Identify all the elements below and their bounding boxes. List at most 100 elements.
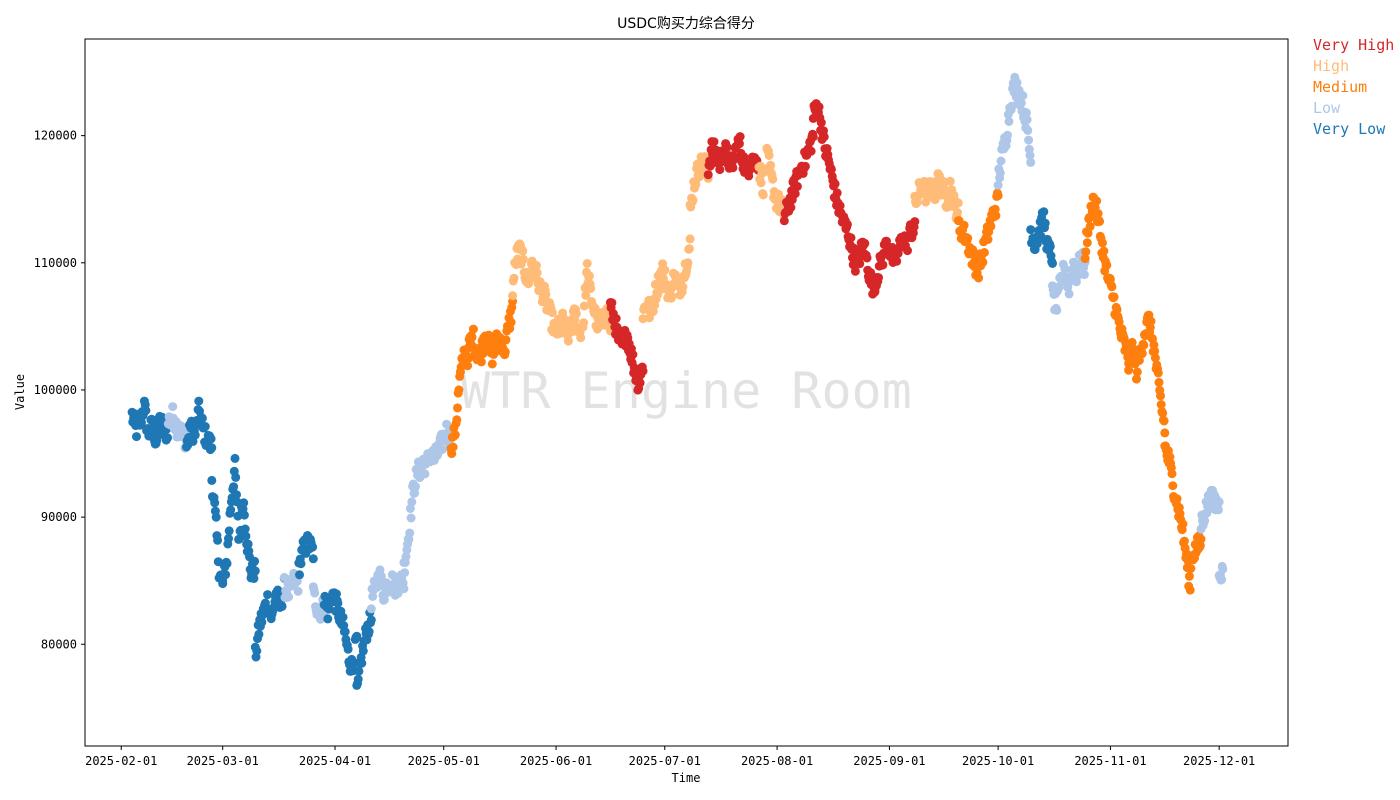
data-point: [684, 244, 694, 254]
data-point: [1137, 349, 1147, 359]
data-point: [1178, 519, 1188, 529]
data-point: [1153, 368, 1163, 378]
data-point: [768, 174, 778, 184]
data-point: [974, 273, 984, 283]
data-point: [211, 512, 221, 522]
data-point: [579, 318, 589, 328]
data-point: [576, 333, 586, 343]
data-point: [571, 309, 581, 319]
data-point: [832, 188, 842, 198]
data-point: [1099, 246, 1109, 256]
data-point: [1214, 497, 1224, 507]
data-point: [1132, 367, 1142, 377]
data-point: [1134, 355, 1144, 365]
data-point: [986, 221, 996, 231]
data-point: [1156, 400, 1166, 409]
data-point: [756, 178, 766, 188]
data-point: [1085, 221, 1095, 231]
data-point: [364, 627, 374, 637]
data-point: [1196, 534, 1206, 544]
legend-item-very-low: Very Low: [1313, 120, 1386, 138]
data-point: [892, 256, 902, 266]
x-tick-label: 2025-06-01: [520, 754, 592, 768]
data-point: [141, 406, 151, 415]
data-point: [1018, 91, 1028, 101]
data-point: [137, 417, 146, 427]
data-point: [1217, 575, 1227, 585]
data-point: [343, 644, 353, 654]
x-tick-label: 2025-12-01: [1183, 754, 1255, 768]
data-point: [295, 570, 304, 580]
data-point: [508, 291, 518, 301]
data-point: [547, 308, 557, 318]
data-point: [400, 568, 410, 578]
y-axis: 80000 90000 100000 110000 120000: [34, 129, 85, 651]
data-point: [862, 253, 872, 263]
data-point: [239, 498, 249, 508]
data-point: [1156, 391, 1165, 401]
data-point: [163, 433, 173, 443]
data-point: [454, 385, 464, 395]
data-point: [333, 598, 343, 608]
data-point: [979, 248, 989, 257]
y-axis-label: Value: [13, 374, 27, 410]
data-point: [1185, 585, 1195, 595]
data-point: [487, 359, 497, 369]
data-point: [1092, 196, 1102, 206]
data-point: [764, 151, 774, 160]
data-point: [786, 203, 796, 212]
data-point: [1150, 353, 1160, 363]
data-point: [963, 233, 973, 243]
data-point: [467, 332, 477, 342]
data-point: [1095, 217, 1105, 226]
data-point: [240, 524, 250, 534]
data-point: [638, 366, 648, 376]
data-point: [1102, 260, 1112, 270]
data-point: [1016, 98, 1026, 108]
data-point: [1052, 305, 1062, 315]
data-point: [586, 284, 596, 293]
data-point: [1150, 346, 1160, 356]
data-point: [210, 498, 220, 508]
data-point: [1146, 316, 1156, 326]
data-point: [437, 445, 447, 454]
legend-item-very-high: Very High: [1313, 36, 1394, 54]
data-point: [1025, 151, 1035, 160]
x-tick-label: 2025-09-01: [853, 754, 925, 768]
data-point: [903, 246, 912, 256]
data-point: [878, 260, 888, 270]
data-point: [206, 434, 216, 444]
x-tick-label: 2025-05-01: [408, 754, 480, 768]
data-point: [683, 258, 693, 268]
data-point: [1081, 247, 1091, 257]
data-point: [310, 588, 320, 598]
data-point: [1195, 541, 1205, 551]
data-point: [1200, 516, 1210, 526]
data-point: [709, 137, 719, 147]
data-point: [1080, 254, 1090, 264]
data-point: [250, 556, 260, 566]
data-point: [722, 142, 732, 152]
data-point: [532, 268, 542, 278]
data-point: [1021, 108, 1031, 118]
data-point: [910, 217, 920, 227]
data-point: [1083, 228, 1093, 238]
data-point: [1172, 494, 1182, 504]
data-point: [842, 219, 852, 229]
data-point: [584, 271, 594, 281]
data-point: [806, 146, 816, 156]
data-point: [1040, 218, 1050, 228]
data-point: [969, 249, 978, 259]
data-point: [579, 301, 589, 311]
data-point: [405, 528, 415, 538]
x-axis: 2025-02-01 2025-03-01 2025-04-01 2025-05-01…: [85, 746, 1255, 768]
data-point: [953, 198, 963, 208]
data-point: [190, 430, 200, 440]
data-point: [224, 534, 233, 544]
legend-item-low: Low: [1313, 99, 1341, 117]
data-point: [1186, 564, 1196, 573]
data-point: [357, 658, 367, 668]
data-point: [715, 165, 725, 175]
data-point: [628, 350, 638, 359]
data-point: [996, 156, 1006, 166]
